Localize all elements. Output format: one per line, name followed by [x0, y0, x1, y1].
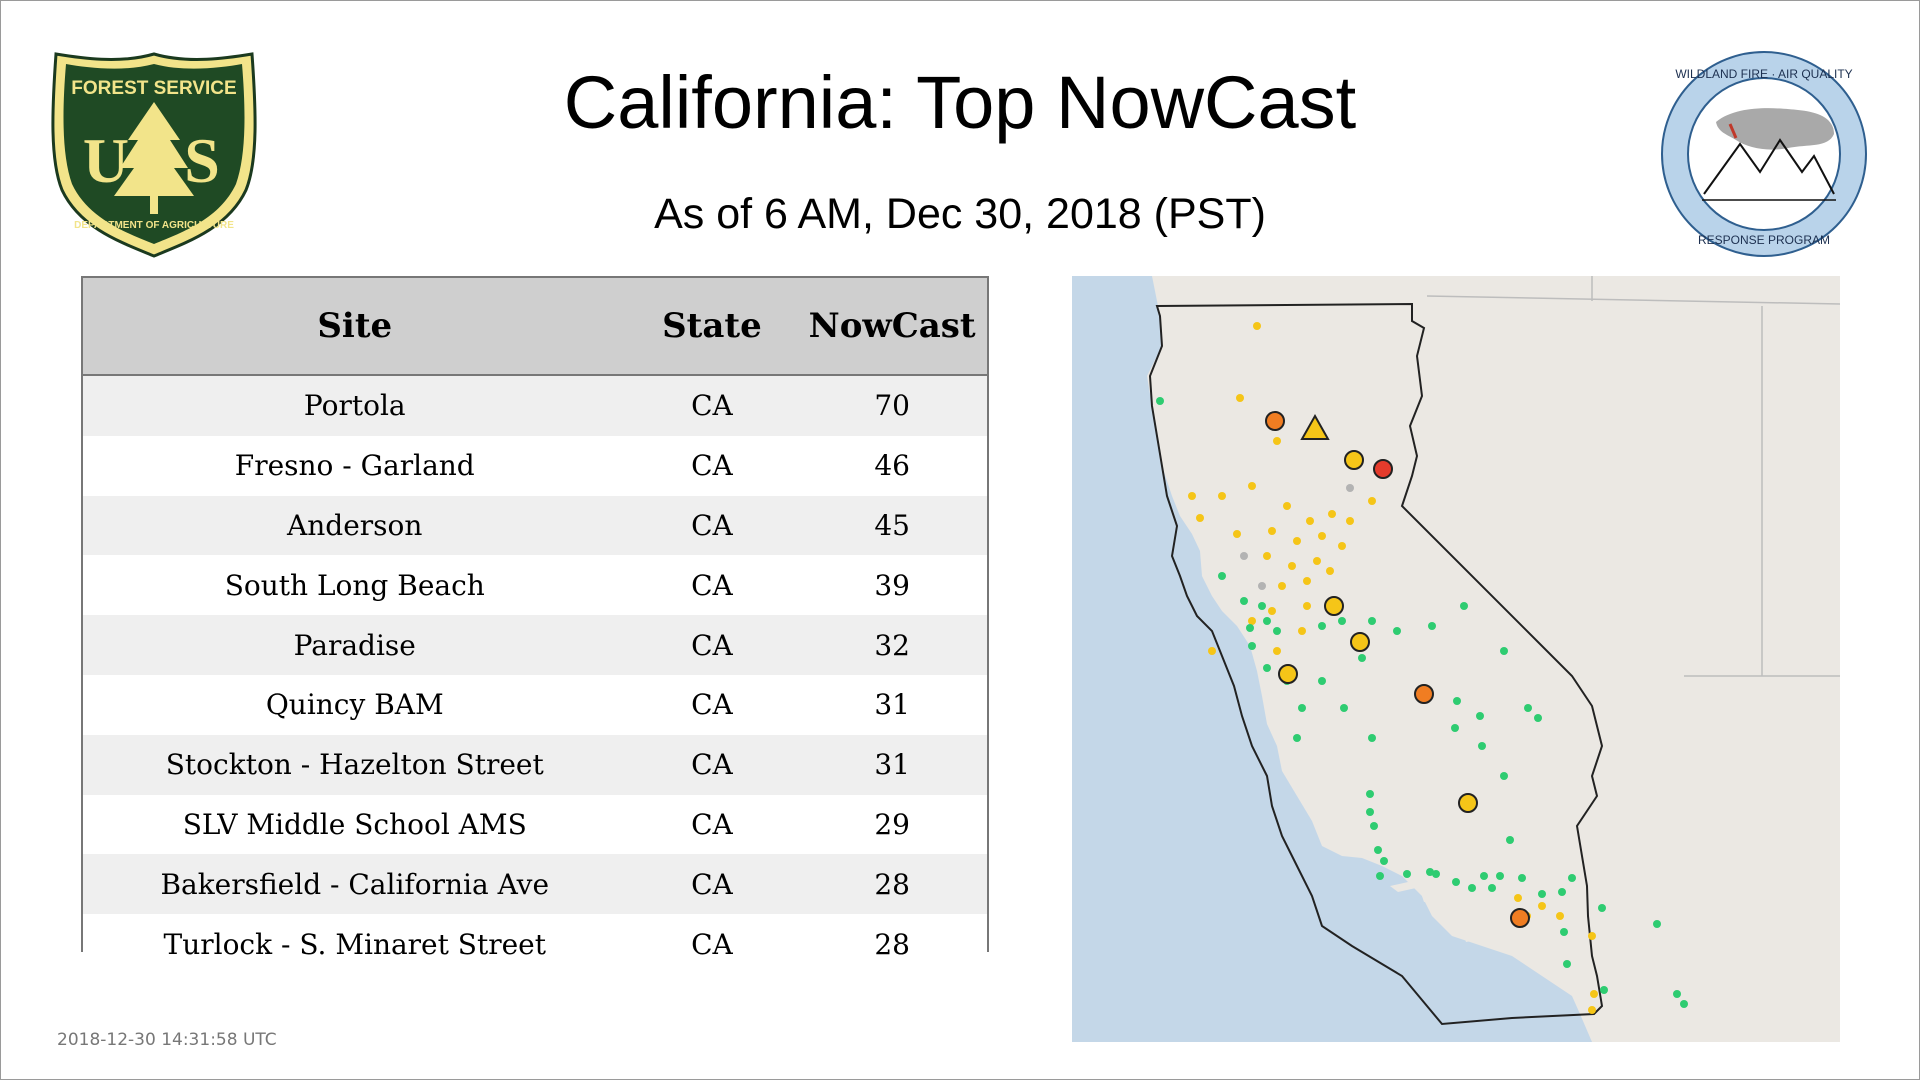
wildland-fire-air-quality-logo: WILDLAND FIRE · AIR QUALITY RESPONSE PRO… — [1661, 51, 1867, 257]
site-cell: Turlock - S. Minaret Street — [83, 914, 627, 974]
table-row: Paradise CA 32 — [83, 615, 987, 675]
site-cell: South Long Beach — [83, 555, 627, 616]
state-cell: CA — [626, 854, 798, 915]
svg-text:WILDLAND FIRE · AIR QUALITY: WILDLAND FIRE · AIR QUALITY — [1675, 67, 1852, 81]
table-row: South Long Beach CA 39 — [83, 555, 987, 616]
site-cell: Anderson — [83, 495, 627, 556]
nowcast-cell: 31 — [797, 734, 987, 795]
site-cell: Stockton - Hazelton Street — [83, 734, 627, 795]
svg-text:RESPONSE PROGRAM: RESPONSE PROGRAM — [1698, 233, 1830, 247]
monitor-marker — [1344, 450, 1364, 470]
table-header-row: Site State NowCast — [83, 278, 987, 376]
nowcast-cell: 70 — [797, 375, 987, 436]
site-cell: Quincy BAM — [83, 674, 627, 735]
nowcast-cell: 39 — [797, 555, 987, 616]
state-cell: CA — [626, 495, 798, 556]
land-area — [1147, 276, 1840, 1042]
nowcast-cell: 31 — [797, 674, 987, 735]
state-cell: CA — [626, 555, 798, 616]
nowcast-cell: 46 — [797, 435, 987, 496]
table-row: Anderson CA 45 — [83, 495, 987, 556]
state-cell: CA — [626, 914, 798, 974]
california-border — [1148, 302, 1604, 1026]
table-row: Quincy BAM CA 31 — [83, 674, 987, 735]
state-cell: CA — [626, 734, 798, 795]
table-row: Portola CA 70 — [83, 375, 987, 436]
state-cell: CA — [626, 435, 798, 496]
state-cell: CA — [626, 674, 798, 735]
monitor-marker — [1324, 596, 1344, 616]
site-cell: Fresno - Garland — [83, 435, 627, 496]
monitor-marker — [1350, 632, 1370, 652]
nowcast-table: Site State NowCast Portola CA 70 Fresno - … — [81, 276, 989, 974]
nowcast-cell: 29 — [797, 794, 987, 855]
site-cell: Paradise — [83, 615, 627, 675]
state-cell: CA — [626, 375, 798, 436]
table-row: Stockton - Hazelton Street CA 31 — [83, 734, 987, 795]
table-row: SLV Middle School AMS CA 29 — [83, 794, 987, 855]
monitor-dots — [1156, 322, 1688, 1014]
svg-text:S: S — [184, 125, 220, 196]
monitor-marker — [1373, 459, 1393, 479]
monitor-marker — [1265, 411, 1285, 431]
highlighted-monitors — [1265, 411, 1530, 928]
site-cell: Portola — [83, 375, 627, 436]
nowcast-cell: 28 — [797, 854, 987, 915]
svg-text:U: U — [83, 125, 129, 196]
column-header-state: State — [626, 278, 798, 376]
monitor-marker — [1278, 664, 1298, 684]
california-map — [1072, 276, 1840, 1042]
monitor-marker — [1414, 684, 1434, 704]
monitor-marker — [1458, 793, 1478, 813]
column-header-site: Site — [83, 278, 627, 376]
monitor-marker — [1300, 413, 1330, 440]
svg-text:DEPARTMENT OF AGRICULTURE: DEPARTMENT OF AGRICULTURE — [74, 220, 234, 231]
table-row: Turlock - S. Minaret Street CA 28 — [83, 914, 987, 974]
nowcast-cell: 28 — [797, 914, 987, 974]
nowcast-cell: 32 — [797, 615, 987, 675]
nowcast-cell: 45 — [797, 495, 987, 556]
site-cell: Bakersfield - California Ave — [83, 854, 627, 915]
svg-text:FOREST SERVICE: FOREST SERVICE — [71, 78, 236, 99]
table-row: Bakersfield - California Ave CA 28 — [83, 854, 987, 915]
state-cell: CA — [626, 615, 798, 675]
monitor-marker — [1510, 908, 1530, 928]
generated-timestamp: 2018-12-30 14:31:58 UTC — [57, 1030, 277, 1050]
usfs-logo: FOREST SERVICE U S DEPARTMENT OF AGRICUL… — [51, 52, 257, 258]
site-cell: SLV Middle School AMS — [83, 794, 627, 855]
table-row: Fresno - Garland CA 46 — [83, 435, 987, 496]
page-title: California: Top NowCast — [563, 61, 1357, 144]
state-cell: CA — [626, 794, 798, 855]
column-header-nowcast: NowCast — [797, 278, 987, 376]
page-subtitle: As of 6 AM, Dec 30, 2018 (PST) — [654, 190, 1266, 238]
